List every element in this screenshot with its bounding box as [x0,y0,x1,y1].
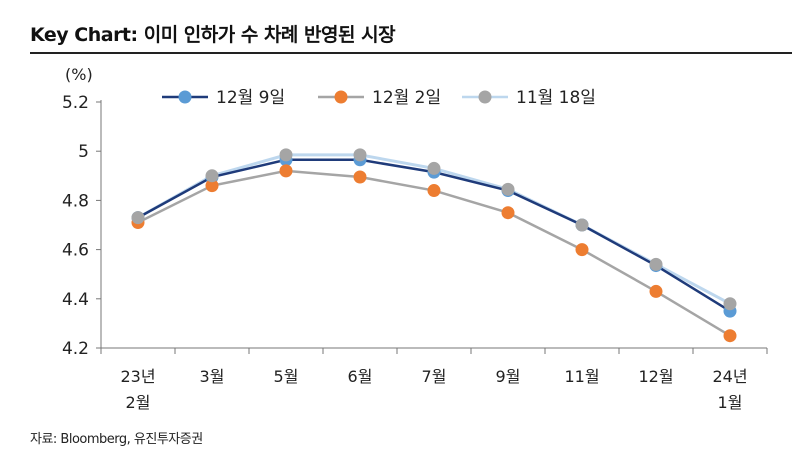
y-tick-label: 4.2 [62,339,89,359]
x-tick-label: 12월 [638,367,673,386]
data-point-series-2 [649,257,663,271]
data-point-series-1 [427,184,441,198]
x-tick-label: 23년 2월 [120,367,155,412]
chart-title: Key Chart: 이미 인하가 수 차례 반영된 시장 [30,24,396,46]
data-point-series-2 [427,161,441,175]
x-tick-label: 11월 [564,367,599,386]
source-note: 자료: Bloomberg, 유진투자증권 [30,432,203,447]
x-tick-label: 3월 [200,367,225,386]
x-tick-label: 6월 [348,367,373,386]
legend-marker-1 [334,90,348,104]
data-point-series-2 [723,297,737,311]
y-tick-label: 4.6 [62,241,89,261]
data-point-series-2 [205,169,219,183]
legend-marker-2 [478,90,492,104]
data-point-series-1 [279,164,293,178]
title-divider [30,52,792,54]
data-point-series-1 [501,206,515,220]
y-axis-label: (%) [65,65,93,84]
data-point-series-1 [649,284,663,298]
x-tick-label: 7월 [422,367,447,386]
legend-marker-0 [178,90,192,104]
data-point-series-1 [723,329,737,343]
data-point-series-1 [205,179,219,193]
x-tick-label: 5월 [274,367,299,386]
y-tick-label: 4.8 [62,191,89,211]
data-point-series-2 [575,218,589,232]
legend-label-0: 12월 9일 [216,88,285,108]
y-tick-label: 5.2 [62,93,89,113]
y-tick-label: 5 [78,142,89,162]
data-point-series-1 [353,170,367,184]
x-tick-label: 24년 1월 [712,367,747,412]
x-tick-label: 9월 [496,367,521,386]
legend-label-2: 11월 18일 [516,88,596,108]
data-point-series-1 [575,243,589,257]
y-tick-label: 4.4 [62,290,89,310]
data-point-series-2 [353,148,367,162]
legend-label-1: 12월 2일 [372,88,441,108]
data-point-series-2 [279,148,293,162]
data-point-series-2 [501,182,515,196]
data-point-series-2 [131,211,145,225]
